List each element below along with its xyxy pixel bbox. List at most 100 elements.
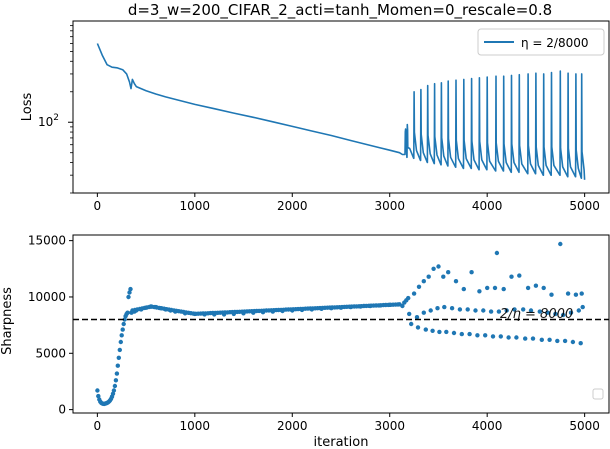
sharpness-point (119, 333, 124, 338)
sharpness-point (496, 309, 502, 314)
loss-y-tick-base: 10 (38, 115, 53, 129)
sharpness-point (509, 274, 514, 279)
sharpness-point (441, 274, 446, 279)
sharpness-point (426, 274, 431, 279)
sharpness-point (578, 341, 583, 346)
sharpness-point (126, 294, 131, 300)
sharpness-point (521, 307, 526, 312)
sharpness-x-tick-label: 1000 (180, 419, 211, 433)
sharpness-point (423, 327, 428, 332)
sharpness-point (125, 310, 130, 315)
sharpness-point (539, 337, 544, 342)
sharpness-x-tick-label: 5000 (569, 419, 600, 433)
loss-series-line (96, 43, 586, 180)
loss-y-ticks: 102 (38, 25, 73, 194)
sharpness-point (113, 378, 119, 383)
sharpness-point (541, 285, 546, 291)
sharpness-x-tick-label: 3000 (374, 419, 405, 433)
threshold-label: 2/η = 8000 (500, 307, 573, 322)
sharpness-point (477, 289, 482, 294)
sharpness-point (506, 335, 511, 340)
sharpness-point (565, 291, 571, 296)
sharpness-point (459, 331, 464, 337)
sharpness-point (437, 329, 442, 335)
sharpness-point (523, 336, 528, 341)
sharpness-point (121, 321, 126, 327)
sharpness-point (465, 307, 470, 312)
sharpness-point (570, 339, 576, 345)
sharpness-y-tick-label: 15000 (28, 234, 66, 248)
loss-x-ticks: 0 1000 2000 3000 4000 5000 (94, 193, 600, 213)
sharpness-point (110, 391, 116, 396)
sharpness-point (481, 308, 486, 313)
loss-subplot: d=3_w=200_CIFAR_2_acti=tanh_Momen=0_resc… (20, 1, 610, 213)
loss-x-tick-label: 0 (94, 199, 102, 213)
sharpness-point (128, 286, 133, 292)
empty-legend-box (592, 388, 604, 400)
sharpness-subplot: 2/η = 8000 0 1000 2000 3000 4000 5000 0 5000 10… (0, 234, 610, 449)
sharpness-x-ticks: 0 1000 2000 3000 4000 5000 (94, 413, 600, 433)
loss-legend: η = 2/8000 (477, 28, 605, 56)
loss-y-tick-exponent: 2 (53, 113, 59, 123)
sharpness-point (467, 331, 472, 337)
sharpness-point (416, 284, 422, 289)
sharpness-point (547, 337, 552, 342)
sharpness-x-tick-label: 4000 (472, 419, 503, 433)
sharpness-point (112, 383, 118, 389)
sharpness-point (545, 310, 550, 315)
sharpness-point (457, 307, 463, 312)
sharpness-point (490, 334, 496, 339)
sharpness-point (517, 273, 522, 278)
sharpness-y-ticks: 0 5000 10000 15000 (28, 234, 73, 417)
sharpness-point (435, 306, 440, 311)
sharpness-point (537, 309, 542, 314)
sharpness-point (407, 311, 412, 317)
sharpness-point (473, 308, 478, 313)
sharpness-point (127, 290, 132, 295)
sharpness-point (421, 310, 426, 315)
sharpness-axes-frame (72, 234, 610, 414)
sharpness-point (492, 285, 498, 291)
sharpness-point (512, 307, 517, 312)
sharpness-point (430, 328, 435, 333)
sharpness-point (562, 338, 568, 344)
sharpness-x-axis-label: iteration (314, 435, 369, 449)
sharpness-point (530, 336, 536, 341)
sharpness-point (415, 325, 421, 330)
sharpness-point (95, 388, 100, 393)
sharpness-x-tick-label: 2000 (277, 419, 308, 433)
sharpness-plot-area (95, 241, 585, 407)
sharpness-point (469, 270, 474, 275)
sharpness-point (485, 285, 490, 291)
sharpness-point (568, 310, 574, 315)
sharpness-point (444, 329, 449, 335)
sharpness-point (411, 291, 417, 296)
sharpness-point (528, 308, 534, 313)
sharpness-point (553, 311, 558, 317)
sharpness-point (428, 308, 433, 313)
sharpness-point (504, 308, 509, 313)
sharpness-point (431, 266, 436, 271)
loss-x-tick-label: 4000 (472, 199, 503, 213)
loss-y-axis-label: Loss (20, 93, 35, 122)
sharpness-point (514, 335, 519, 340)
sharpness-point (561, 312, 566, 318)
sharpness-point (580, 304, 585, 310)
sharpness-point (421, 279, 426, 284)
legend-box (477, 28, 605, 56)
loss-plot-area (96, 43, 586, 180)
sharpness-point (558, 241, 563, 247)
sharpness-point (117, 347, 123, 353)
sharpness-point (114, 371, 120, 376)
sharpness-point (475, 333, 480, 338)
sharpness-point (525, 285, 531, 291)
loss-chart-title: d=3_w=200_CIFAR_2_acti=tanh_Momen=0_resc… (128, 1, 552, 20)
sharpness-point (118, 339, 124, 345)
sharpness-point (406, 295, 411, 301)
sharpness-point (498, 334, 503, 339)
sharpness-point (483, 333, 488, 338)
sharpness-point (446, 270, 451, 275)
sharpness-point (414, 315, 420, 320)
sharpness-point (488, 309, 494, 314)
